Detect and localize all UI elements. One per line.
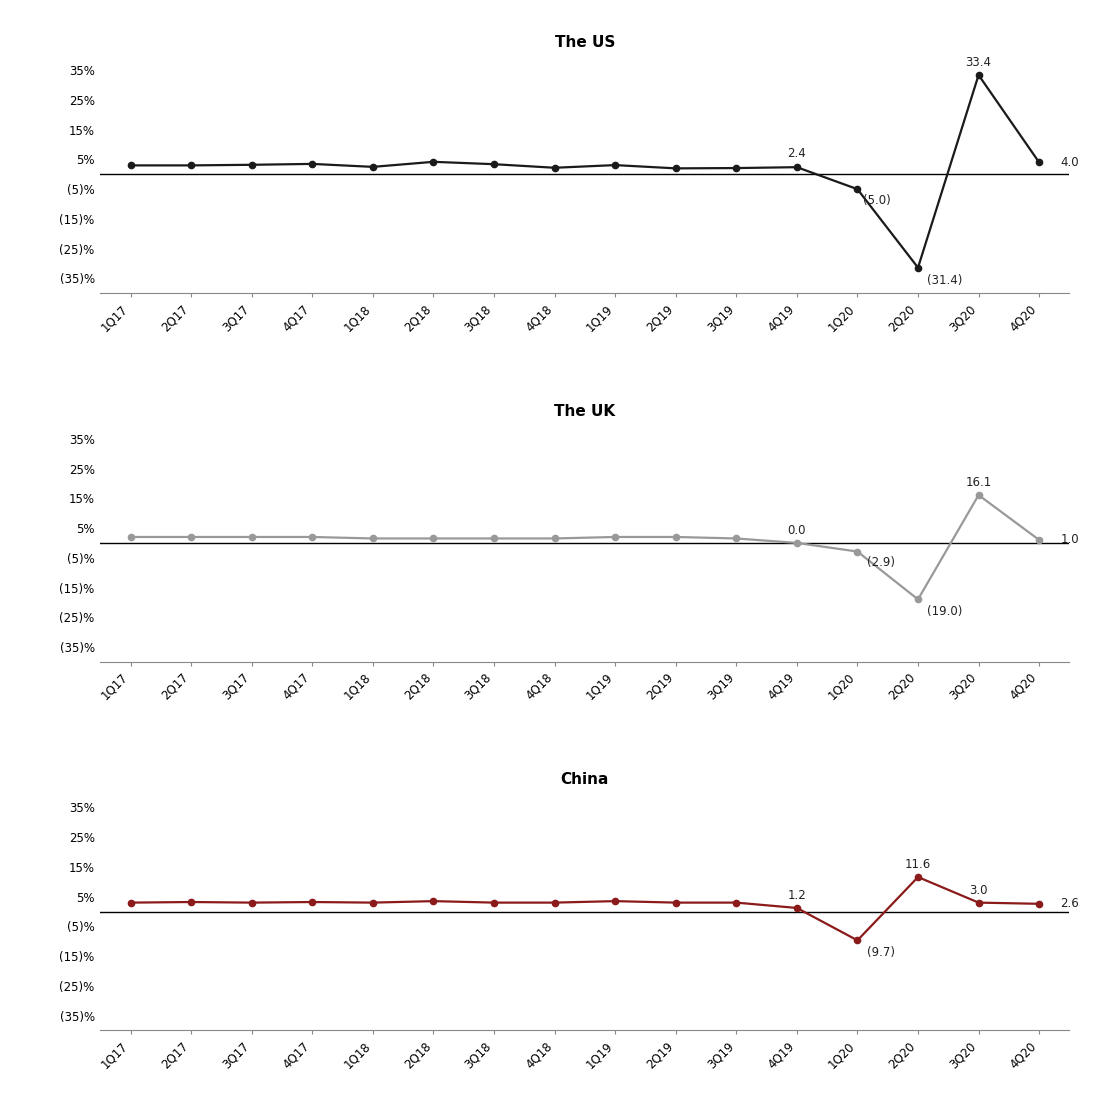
- Title: China: China: [560, 772, 609, 788]
- Text: 16.1: 16.1: [966, 476, 991, 489]
- Text: (2.9): (2.9): [867, 556, 895, 570]
- Text: 1.0: 1.0: [1061, 533, 1079, 546]
- Text: 2.4: 2.4: [788, 146, 807, 160]
- Text: 11.6: 11.6: [905, 858, 931, 871]
- Text: 0.0: 0.0: [788, 524, 807, 537]
- Text: 3.0: 3.0: [969, 884, 988, 896]
- Text: 2.6: 2.6: [1061, 897, 1079, 911]
- Text: (19.0): (19.0): [927, 605, 962, 618]
- Text: (31.4): (31.4): [927, 274, 962, 287]
- Text: 33.4: 33.4: [966, 57, 991, 69]
- Text: (5.0): (5.0): [863, 194, 891, 206]
- Title: The UK: The UK: [555, 403, 615, 419]
- Title: The US: The US: [555, 35, 615, 50]
- Text: 4.0: 4.0: [1061, 156, 1079, 168]
- Text: (9.7): (9.7): [867, 946, 895, 960]
- Text: 1.2: 1.2: [788, 889, 807, 902]
